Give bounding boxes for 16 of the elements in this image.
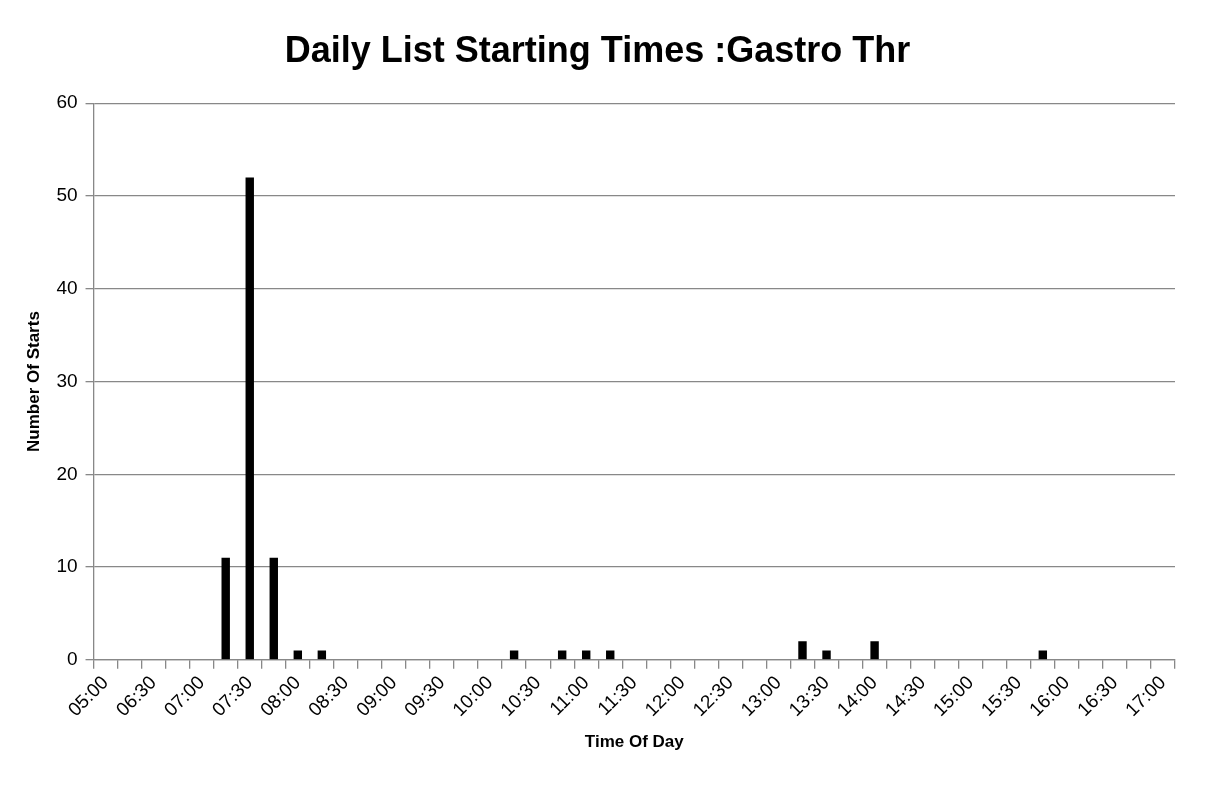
y-tick-label: 50	[56, 184, 78, 206]
chart-title: Daily List Starting Times :Gastro Thr	[284, 28, 911, 70]
y-tick-label: 0	[66, 648, 78, 670]
bar	[822, 650, 831, 660]
y-tick-label: 40	[56, 276, 78, 298]
y-tick-label: 10	[56, 555, 78, 577]
bar	[798, 641, 807, 660]
y-tick-label: 30	[56, 369, 78, 391]
bar	[245, 177, 254, 660]
y-tick-label: 60	[56, 91, 78, 113]
y-tick-label: 20	[56, 462, 78, 484]
bar	[870, 641, 879, 660]
bar	[221, 557, 230, 660]
y-axis-title: Number Of Starts	[23, 311, 43, 452]
bar	[269, 557, 278, 660]
x-axis-title: Time Of Day	[584, 732, 685, 752]
